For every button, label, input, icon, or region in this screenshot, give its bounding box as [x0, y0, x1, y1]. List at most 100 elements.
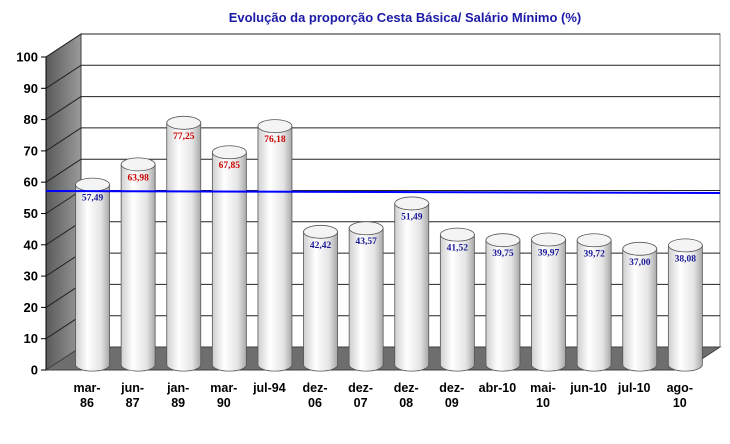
x-tick-label: dez-09 [439, 381, 464, 410]
data-label: 76,18 [264, 135, 286, 145]
x-tick-label: mar-90 [210, 381, 237, 410]
x-tick-line: jan- [166, 381, 189, 395]
bar [485, 233, 521, 372]
x-tick-label: jul-94 [252, 381, 286, 395]
data-label: 77,25 [173, 132, 195, 142]
bar-body [303, 231, 338, 372]
y-tick-label: 90 [24, 81, 38, 96]
gridline-side [45, 33, 82, 58]
bar [211, 145, 247, 372]
bar-top [348, 221, 384, 236]
x-tick-line: jul-10 [617, 381, 651, 395]
bar [166, 115, 202, 372]
data-label: 39,97 [538, 248, 560, 258]
gridline-side [45, 127, 82, 152]
x-tick-line: jun-10 [569, 381, 607, 395]
x-tick-line: 10 [536, 396, 550, 410]
bar-top [394, 196, 430, 211]
bar [348, 221, 384, 372]
x-tick-line: 86 [80, 396, 94, 410]
bar [394, 196, 430, 372]
x-tick-label: abr-10 [479, 381, 517, 395]
bar [257, 119, 293, 372]
bar-body [485, 239, 521, 372]
bar-top [75, 177, 110, 192]
bar-body [667, 245, 703, 372]
bar-top [667, 238, 703, 253]
bar-top [622, 241, 658, 256]
x-tick-label: jun-87 [120, 381, 144, 410]
y-tick-label: 0 [31, 363, 38, 378]
x-tick-label: mai-10 [530, 381, 556, 410]
bar-body [75, 184, 110, 372]
bar-body [120, 163, 156, 372]
x-tick-label: jul-10 [617, 381, 651, 395]
y-tick-label: 30 [24, 269, 38, 284]
bar [120, 157, 156, 372]
x-tick-line: dez- [348, 381, 373, 395]
y-tick-label: 10 [24, 331, 38, 346]
x-tick-label: jan-89 [166, 381, 189, 410]
y-tick-label: 100 [16, 50, 38, 65]
data-label: 38,08 [675, 254, 697, 264]
bar [667, 238, 703, 372]
x-tick-line: jul-94 [252, 381, 286, 395]
bar-body [394, 203, 430, 372]
bar [622, 241, 658, 372]
gridline-side [45, 64, 82, 89]
chart-title: Evolução da proporção Cesta Básica/ Salá… [229, 10, 582, 25]
x-tick-line: 89 [171, 396, 185, 410]
data-label: 51,49 [401, 212, 423, 222]
x-tick-line: ago- [667, 381, 693, 395]
bar-body [257, 125, 293, 372]
gridline-side [45, 158, 82, 183]
bar-top [485, 233, 521, 248]
data-label: 43,57 [355, 237, 377, 247]
bars [75, 115, 703, 372]
x-tick-label: ago-10 [667, 381, 693, 410]
x-tick-label: jun-10 [569, 381, 607, 395]
x-tick-line: 08 [399, 396, 413, 410]
bar [531, 232, 566, 372]
data-label: 67,85 [219, 161, 241, 171]
x-tick-line: mai- [530, 381, 556, 395]
x-tick-line: 07 [354, 396, 368, 410]
bar-top [211, 145, 247, 160]
bar-body [348, 227, 384, 372]
bar-top [303, 224, 338, 239]
bar-top [257, 119, 293, 134]
bar-top [120, 157, 156, 172]
gridline-side [45, 96, 82, 121]
y-tick-label: 60 [24, 175, 38, 190]
data-labels: 57,49 63,98 77,25 67,85 76,18 42,42 43,57 51,49… [82, 132, 696, 268]
data-label: 39,75 [492, 249, 514, 259]
x-tick-line: 90 [217, 396, 231, 410]
x-tick-line: 10 [673, 396, 687, 410]
x-tick-line: mar- [73, 381, 100, 395]
data-label: 39,72 [583, 249, 605, 259]
data-label: 42,42 [310, 241, 332, 251]
bar-top [531, 232, 566, 247]
y-tick-label: 50 [24, 206, 38, 221]
x-tick-label: mar-86 [73, 381, 100, 410]
bar-body [211, 151, 247, 372]
x-tick-line: 87 [126, 396, 140, 410]
bar [439, 227, 475, 372]
y-tick-label: 20 [24, 300, 38, 315]
bar-top [576, 233, 612, 248]
y-tick-label: 40 [24, 237, 38, 252]
y-tick-label: 70 [24, 143, 38, 158]
data-label: 37,00 [629, 258, 651, 268]
reference-line [45, 190, 721, 195]
x-tick-line: dez- [394, 381, 419, 395]
bar-top [166, 115, 202, 130]
bar-body [622, 248, 658, 372]
x-tick-label: dez-07 [348, 381, 373, 410]
bar [576, 233, 612, 372]
x-tick-line: mar- [210, 381, 237, 395]
x-tick-line: dez- [303, 381, 328, 395]
x-tick-line: jun- [120, 381, 144, 395]
data-label: 63,98 [127, 173, 149, 183]
y-axis-ticks: 0 10 20 30 40 50 60 70 80 90 100 [16, 50, 47, 378]
